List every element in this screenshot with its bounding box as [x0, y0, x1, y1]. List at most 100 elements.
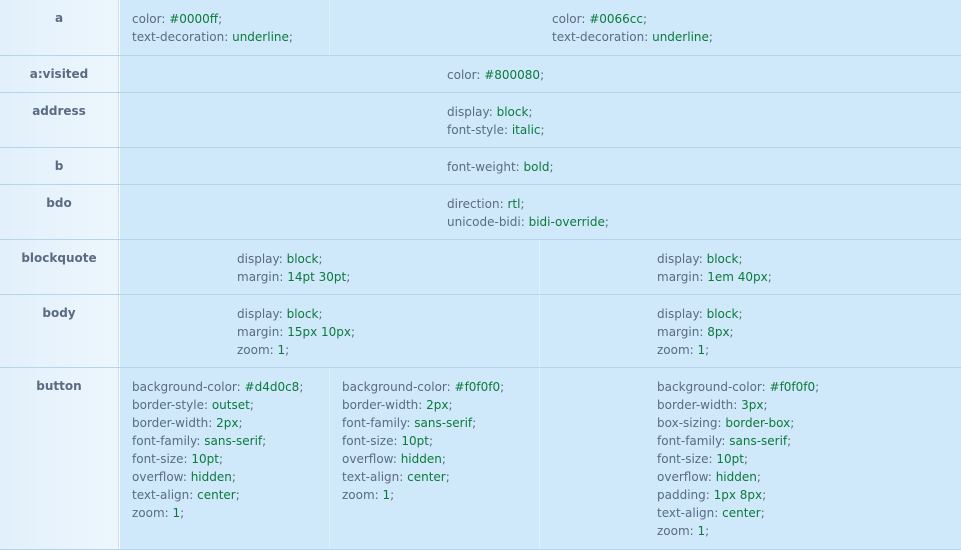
declarations-cell: display: block; font-style: italic; — [120, 93, 961, 147]
property-name: color — [132, 12, 162, 26]
table-row: body display: block; margin: 15px 10px; zoo… — [0, 295, 961, 368]
property-name: zoom — [132, 506, 165, 520]
property-name: margin — [657, 270, 700, 284]
property-name: font-family — [657, 434, 722, 448]
property-value: 1 — [277, 343, 286, 357]
css-declaration: text-decoration: underline; — [132, 30, 293, 44]
property-name: font-size — [342, 434, 394, 448]
property-value: 3px — [741, 398, 764, 412]
property-name: border-style — [132, 398, 204, 412]
selector-label: body — [0, 295, 119, 367]
table-row: blockquote display: block; margin: 14pt 30… — [0, 240, 961, 295]
property-value: bold — [523, 160, 550, 174]
declarations-cell: display: block; margin: 1em 40px; — [540, 240, 961, 294]
property-value: #800080 — [484, 68, 541, 82]
property-value: sans-serif — [204, 434, 263, 448]
property-name: font-size — [657, 452, 709, 466]
table-row: address display: block; font-style: italic… — [0, 93, 961, 148]
property-name: zoom — [657, 343, 690, 357]
css-declaration: display: block; — [657, 307, 743, 321]
css-declaration: font-weight: bold; — [447, 160, 554, 174]
css-declaration: color: #0000ff; — [132, 12, 223, 26]
property-value: block — [706, 307, 739, 321]
property-name: font-style — [447, 123, 504, 137]
css-declaration: margin: 8px; — [657, 325, 734, 339]
declarations-cell: background-color: #f0f0f0; border-width: … — [540, 368, 961, 549]
property-name: border-width — [342, 398, 419, 412]
property-value: center — [722, 506, 761, 520]
selector-label: a:visited — [0, 56, 119, 92]
property-name: margin — [657, 325, 700, 339]
declarations-cell: display: block; margin: 14pt 30pt; — [120, 240, 540, 294]
table-row: b font-weight: bold; — [0, 148, 961, 185]
css-declaration: border-width: 3px; — [657, 398, 768, 412]
css-declaration: box-sizing: border-box; — [657, 416, 795, 430]
css-declaration: zoom: 1; — [237, 343, 290, 357]
css-declaration: zoom: 1; — [657, 343, 710, 357]
table-row: button background-color: #d4d0c8; border-s… — [0, 368, 961, 550]
property-value: block — [496, 105, 529, 119]
css-declaration: text-decoration: underline; — [552, 30, 713, 44]
css-declaration: border-width: 2px; — [132, 416, 243, 430]
css-declaration: border-width: 2px; — [342, 398, 453, 412]
property-name: border-width — [132, 416, 209, 430]
css-declaration: font-size: 10pt; — [342, 434, 433, 448]
property-value: 2px — [216, 416, 239, 430]
property-name: zoom — [657, 524, 690, 538]
css-declaration: overflow: hidden; — [132, 470, 236, 484]
css-declaration: display: block; — [237, 252, 323, 266]
declarations-cell: display: block; margin: 15px 10px; zoom: 1… — [120, 295, 540, 367]
css-declaration: border-style: outset; — [132, 398, 254, 412]
property-value: 1 — [382, 488, 391, 502]
property-value: 14pt 30pt — [287, 270, 347, 284]
property-name: display — [237, 307, 279, 321]
property-name: overflow — [657, 470, 708, 484]
property-name: display — [657, 307, 699, 321]
property-value: #f0f0f0 — [769, 380, 816, 394]
selector-label: blockquote — [0, 240, 119, 294]
css-declaration: color: #0066cc; — [552, 12, 648, 26]
property-value: sans-serif — [729, 434, 788, 448]
property-name: font-weight — [447, 160, 516, 174]
table-row: a color: #0000ff; text-decoration: underli… — [0, 0, 961, 56]
property-value: border-box — [725, 416, 791, 430]
css-declaration: zoom: 1; — [132, 506, 185, 520]
property-name: margin — [237, 270, 280, 284]
css-declaration: padding: 1px 8px; — [657, 488, 767, 502]
property-value: 1 — [172, 506, 181, 520]
selector-label: button — [0, 368, 119, 549]
css-declaration: margin: 15px 10px; — [237, 325, 356, 339]
css-declaration: margin: 14pt 30pt; — [237, 270, 351, 284]
property-name: text-align — [657, 506, 715, 520]
property-value: #0000ff — [169, 12, 219, 26]
property-value: 1 — [697, 343, 706, 357]
property-value: center — [407, 470, 446, 484]
property-value: 1 — [697, 524, 706, 538]
property-value: 10pt — [191, 452, 219, 466]
property-value: bidi-override — [528, 215, 605, 229]
css-declaration: font-size: 10pt; — [657, 452, 748, 466]
css-declaration: font-size: 10pt; — [132, 452, 223, 466]
css-declaration: font-family: sans-serif; — [132, 434, 267, 448]
css-declaration: font-style: italic; — [447, 123, 545, 137]
property-name: color — [552, 12, 582, 26]
css-declaration: zoom: 1; — [657, 524, 710, 538]
css-declaration: background-color: #f0f0f0; — [342, 380, 505, 394]
property-value: 10pt — [716, 452, 744, 466]
selector-label: b — [0, 148, 119, 184]
css-declaration: margin: 1em 40px; — [657, 270, 772, 284]
property-name: text-decoration — [552, 30, 645, 44]
declarations-cell: color: #800080; — [120, 56, 961, 92]
property-value: underline — [652, 30, 709, 44]
declarations-cell: background-color: #d4d0c8; border-style: … — [120, 368, 330, 549]
property-name: text-align — [132, 488, 190, 502]
property-value: 1em 40px — [707, 270, 768, 284]
property-name: font-family — [342, 416, 407, 430]
property-value: 10pt — [401, 434, 429, 448]
css-declaration: text-align: center; — [657, 506, 765, 520]
css-declaration: font-family: sans-serif; — [342, 416, 477, 430]
css-declaration: color: #800080; — [447, 68, 545, 82]
property-value: block — [706, 252, 739, 266]
selector-label: a — [0, 0, 119, 55]
css-declaration: direction: rtl; — [447, 197, 525, 211]
